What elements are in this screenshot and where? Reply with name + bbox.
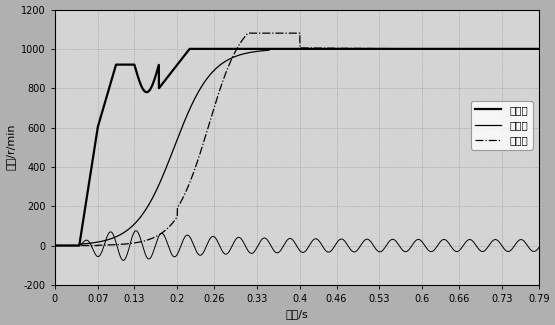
Legend: 叠片式, 复合齿, 实心体: 叠片式, 复合齿, 实心体	[471, 101, 532, 150]
Y-axis label: 转速/r/min: 转速/r/min	[6, 124, 16, 170]
X-axis label: 时间/s: 时间/s	[285, 309, 308, 319]
